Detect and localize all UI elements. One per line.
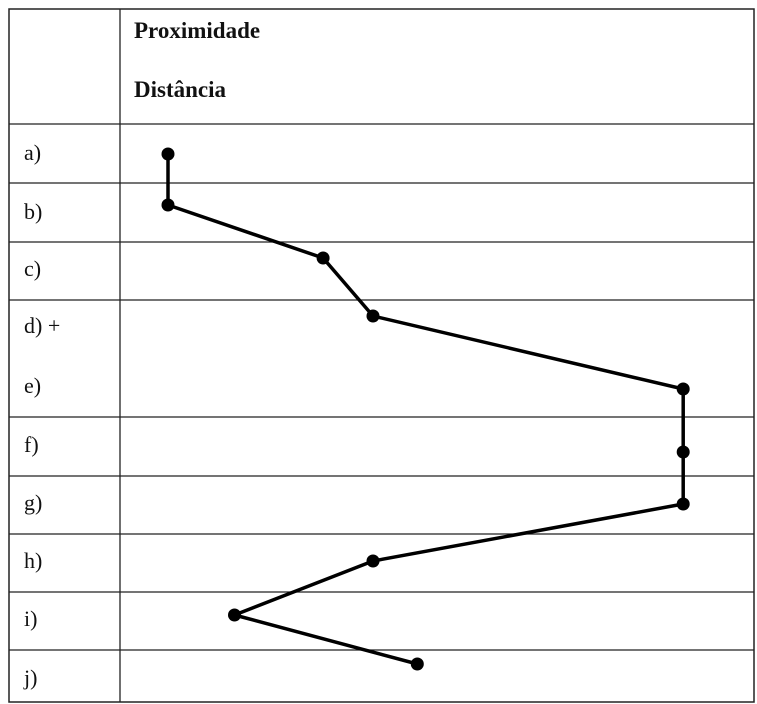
- row-label: d) +: [24, 313, 60, 338]
- profile-point: [161, 147, 175, 161]
- profile-point: [676, 445, 690, 459]
- row-labels: a) b) c) d) + e) f) g) h) i) j): [23, 140, 60, 690]
- table-border: [8, 8, 755, 703]
- profile-point: [676, 382, 690, 396]
- row-label: i): [24, 606, 37, 631]
- row-label: f): [24, 432, 39, 457]
- profile-point: [161, 198, 175, 212]
- profile-point: [228, 608, 241, 622]
- profile-point: [366, 309, 380, 323]
- profile-point: [410, 657, 424, 671]
- row-label: h): [24, 548, 42, 573]
- row-label: j): [23, 665, 37, 690]
- row-label: a): [24, 140, 41, 165]
- row-dividers: [9, 123, 754, 651]
- profile-layer: [161, 147, 690, 671]
- header-distancia: Distância: [134, 77, 227, 102]
- row-label: b): [24, 199, 42, 224]
- row-label: c): [24, 256, 41, 281]
- row-label: e): [24, 373, 41, 398]
- profile-point: [366, 554, 380, 568]
- row-label: g): [24, 490, 42, 515]
- profile-line: [166, 152, 685, 666]
- profile-point: [316, 251, 330, 265]
- header-proximidade: Proximidade: [134, 18, 260, 43]
- profile-point: [676, 497, 690, 511]
